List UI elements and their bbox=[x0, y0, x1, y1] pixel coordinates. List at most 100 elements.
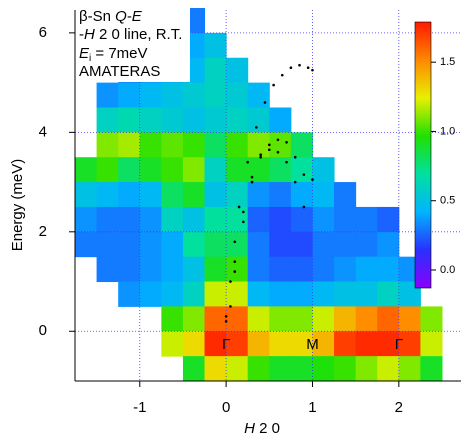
heatmap-cell bbox=[182, 356, 206, 382]
curve-point bbox=[242, 220, 245, 224]
y-tick-label: 0 bbox=[39, 322, 47, 339]
heatmap-cell bbox=[139, 132, 162, 158]
heatmap-cell bbox=[204, 356, 227, 382]
heatmap-cell bbox=[290, 182, 313, 208]
heatmap-cell bbox=[312, 306, 335, 332]
x-axis-title-part: H bbox=[244, 420, 255, 437]
curve-point bbox=[267, 148, 271, 152]
heatmap-cell bbox=[312, 157, 335, 183]
heatmap-cell bbox=[204, 306, 227, 332]
info-text: - bbox=[79, 26, 84, 43]
heatmap-cell bbox=[118, 107, 141, 133]
heatmap-cell bbox=[269, 107, 292, 133]
heatmap-cell bbox=[96, 107, 119, 133]
heatmap-cell bbox=[377, 281, 400, 307]
heatmap-cell bbox=[226, 356, 249, 382]
curve-point bbox=[302, 205, 306, 209]
curve-point bbox=[233, 260, 237, 263]
heatmap-cell bbox=[139, 206, 162, 233]
heatmap-cell bbox=[290, 206, 313, 233]
heatmap-cell bbox=[118, 132, 141, 158]
heatmap-cell bbox=[334, 281, 357, 307]
curve-point bbox=[242, 210, 245, 214]
heatmap-cell bbox=[334, 256, 357, 283]
heatmap-cell bbox=[161, 306, 184, 332]
heatmap-cell bbox=[226, 306, 249, 332]
heatmap-cell bbox=[355, 231, 378, 258]
heatmap-cell bbox=[226, 57, 249, 84]
heatmap-cell bbox=[161, 331, 184, 357]
heatmap-cell bbox=[247, 281, 270, 307]
curve-point bbox=[233, 270, 237, 273]
heatmap-cell bbox=[377, 331, 400, 357]
heatmap-cell bbox=[96, 231, 119, 258]
y-tick-label: 6 bbox=[39, 24, 47, 41]
heatmap-cell bbox=[118, 231, 141, 258]
heatmap-cell bbox=[75, 157, 98, 183]
heatmap-cell bbox=[247, 256, 270, 283]
heatmap-cell bbox=[420, 306, 443, 332]
colorbar bbox=[414, 21, 432, 289]
heatmap-cell bbox=[182, 256, 206, 283]
curve-point bbox=[276, 138, 280, 142]
heatmap-cell bbox=[420, 356, 443, 382]
heatmap-cell bbox=[118, 182, 141, 208]
heatmap-cell bbox=[290, 132, 313, 158]
heatmap-cell bbox=[312, 281, 335, 307]
colorbar-tick-label: 0.5 bbox=[440, 195, 455, 207]
x-tick-label: -1 bbox=[133, 399, 146, 416]
x-tick-label: 2 bbox=[395, 399, 403, 416]
heatmap-cell bbox=[226, 182, 249, 208]
heatmap-cell bbox=[355, 206, 378, 233]
curve-point bbox=[306, 66, 310, 69]
heatmap-cell bbox=[226, 231, 249, 258]
heatmap-cell bbox=[161, 157, 184, 183]
symmetry-label: Γ bbox=[222, 336, 230, 353]
heatmap-cell bbox=[334, 356, 357, 382]
curve-point bbox=[276, 150, 280, 154]
heatmap-cell bbox=[226, 157, 249, 183]
heatmap-cell bbox=[96, 206, 119, 233]
curve-point bbox=[246, 160, 250, 164]
heatmap-cell bbox=[182, 331, 206, 357]
heatmap-cell bbox=[96, 157, 119, 183]
heatmap-cell bbox=[377, 256, 400, 283]
curve-point bbox=[267, 143, 271, 147]
heatmap-cell bbox=[269, 206, 292, 233]
heatmap-cell bbox=[118, 206, 141, 233]
curve-point bbox=[259, 153, 262, 157]
heatmap-cell bbox=[75, 182, 98, 208]
symmetry-label: Γ bbox=[395, 336, 403, 353]
curve-point bbox=[302, 173, 306, 176]
heatmap-cell bbox=[182, 182, 206, 208]
heatmap-cell bbox=[377, 206, 400, 233]
heatmap-cell bbox=[139, 107, 162, 133]
x-axis-title: H 2 0 bbox=[244, 420, 280, 437]
heatmap-cell bbox=[161, 132, 184, 158]
heatmap-cell bbox=[247, 331, 270, 357]
x-axis-title-part: 2 0 bbox=[255, 420, 280, 437]
heatmap-cell bbox=[118, 256, 141, 283]
heatmap-cell bbox=[312, 256, 335, 283]
heatmap-cell bbox=[96, 256, 119, 283]
heatmap-cell bbox=[312, 356, 335, 382]
heatmap-cell bbox=[290, 256, 313, 283]
info-line: β-Sn Q-E bbox=[79, 8, 143, 25]
heatmap-cell bbox=[226, 256, 249, 283]
curve-point bbox=[293, 180, 297, 184]
curve-point bbox=[259, 155, 262, 159]
heatmap-cell bbox=[269, 256, 292, 283]
heatmap-cell bbox=[312, 231, 335, 258]
curve-point bbox=[272, 83, 275, 87]
heatmap-cell bbox=[226, 132, 249, 158]
heatmap-cell bbox=[247, 82, 270, 108]
heatmap-cell bbox=[182, 157, 206, 183]
heatmap-cell bbox=[139, 281, 162, 307]
heatmap-cell bbox=[226, 331, 249, 357]
heatmap-cell bbox=[204, 57, 227, 84]
curve-point bbox=[229, 305, 232, 308]
heatmap-cell bbox=[334, 182, 357, 208]
heatmap-cell bbox=[226, 82, 249, 108]
